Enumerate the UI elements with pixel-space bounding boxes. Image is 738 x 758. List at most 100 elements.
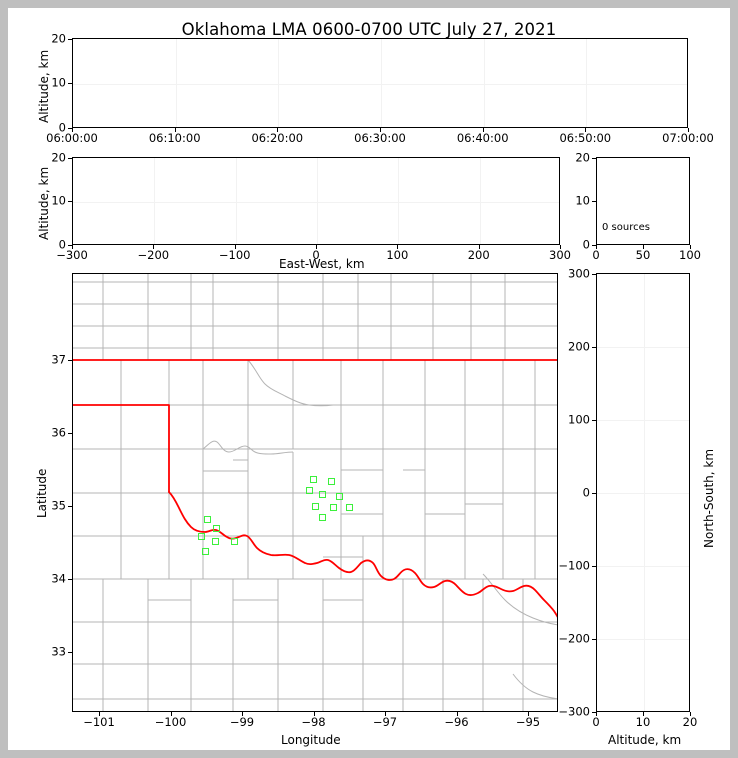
gridline xyxy=(586,39,588,127)
x-tick-label: 100 xyxy=(386,248,409,262)
y-tick-label: 0 xyxy=(58,237,66,252)
y-tick-label: 0 xyxy=(582,485,590,500)
gridline xyxy=(597,347,689,348)
y-tick-label: 0 xyxy=(58,120,66,135)
axis-tick xyxy=(397,245,399,249)
y-tick-label: −200 xyxy=(558,631,590,646)
y-tick-label: 37 xyxy=(51,352,66,367)
y-tick-label: 35 xyxy=(51,498,66,513)
lma-source-marker xyxy=(202,548,209,555)
axis-tick xyxy=(68,82,72,84)
x-tick-label: −96 xyxy=(444,715,469,729)
gridline xyxy=(597,493,689,494)
axis-tick xyxy=(592,200,596,202)
x-tick-label: −98 xyxy=(301,715,326,729)
x-axis-label: East-West, km xyxy=(279,257,365,271)
axis-tick xyxy=(277,128,279,132)
gridline xyxy=(479,158,481,244)
gridline xyxy=(317,158,318,244)
axis-tick xyxy=(385,712,386,716)
gridline xyxy=(483,39,485,127)
y-axis-label: Altitude, km xyxy=(37,49,51,123)
axis-tick xyxy=(170,712,172,716)
x-tick-label: 0 xyxy=(312,248,320,262)
y-tick-label: 33 xyxy=(51,644,66,659)
lma-source-marker xyxy=(319,491,326,498)
x-tick-label: 300 xyxy=(549,248,571,262)
axis-tick xyxy=(68,359,72,361)
axis-tick xyxy=(690,245,691,249)
panel-eastwest-altitude[interactable] xyxy=(72,157,560,245)
axis-tick xyxy=(72,245,73,249)
axis-tick xyxy=(174,128,176,132)
lma-source-marker xyxy=(328,478,335,485)
y-tick-label: 34 xyxy=(51,571,66,586)
lma-source-marker xyxy=(212,538,219,545)
axis-tick xyxy=(153,245,155,249)
lma-source-marker xyxy=(346,504,353,511)
right-y-axis-label: North-South, km xyxy=(702,448,716,548)
x-tick-label: −99 xyxy=(229,715,255,729)
axis-tick xyxy=(592,346,596,348)
lma-source-marker xyxy=(231,538,238,545)
axis-tick xyxy=(592,711,596,713)
axis-tick xyxy=(68,432,72,434)
x-axis-label: Altitude, km xyxy=(608,733,682,747)
x-tick-label: 0 xyxy=(592,715,600,729)
axis-tick xyxy=(68,200,72,202)
axis-tick xyxy=(592,244,596,246)
x-tick-label: 06:50:00 xyxy=(559,131,612,145)
x-tick-label: 10 xyxy=(635,715,651,729)
axis-tick xyxy=(72,128,73,132)
axis-tick xyxy=(585,128,587,132)
y-axis-label: Altitude, km xyxy=(37,166,51,240)
x-tick-label: 06:30:00 xyxy=(354,131,406,145)
x-tick-label: 100 xyxy=(679,248,701,262)
panel-time-altitude[interactable] xyxy=(72,38,688,128)
axis-tick xyxy=(478,245,480,249)
x-tick-label: −97 xyxy=(372,715,398,729)
panel-source-histogram[interactable]: 0 sources xyxy=(596,157,690,245)
panel-plan-view-map[interactable] xyxy=(72,273,558,712)
x-tick-label: −101 xyxy=(83,715,115,729)
axis-tick xyxy=(592,492,596,494)
y-tick-label: 20 xyxy=(575,150,590,165)
y-axis-label: Latitude xyxy=(35,468,49,518)
axis-tick xyxy=(592,565,596,567)
lma-source-marker xyxy=(306,487,313,494)
axis-tick xyxy=(690,712,691,716)
y-tick-label: 10 xyxy=(575,193,590,208)
gridline xyxy=(73,202,559,203)
axis-tick xyxy=(592,419,596,421)
y-tick-label: 20 xyxy=(51,31,66,46)
gridline xyxy=(73,84,687,85)
x-tick-label: −200 xyxy=(137,248,170,262)
axis-tick xyxy=(456,712,458,716)
x-tick-label: −95 xyxy=(515,715,541,729)
gridline xyxy=(597,639,689,640)
axis-tick xyxy=(528,712,529,716)
y-tick-label: 200 xyxy=(568,339,590,354)
axis-tick xyxy=(68,38,72,40)
x-tick-label: 06:00:00 xyxy=(46,131,98,145)
axis-tick xyxy=(313,712,315,716)
x-tick-label: −100 xyxy=(218,248,251,262)
axis-tick xyxy=(596,712,597,716)
panel-northsouth-altitude[interactable] xyxy=(596,273,690,712)
axis-tick xyxy=(68,244,72,246)
y-tick-label: 0 xyxy=(582,237,590,252)
axis-tick xyxy=(316,245,317,249)
axis-tick xyxy=(99,712,100,716)
y-tick-label: 100 xyxy=(568,412,590,427)
y-tick-label: −100 xyxy=(558,558,590,573)
axis-tick xyxy=(68,651,72,653)
axis-tick xyxy=(688,128,689,132)
gridline xyxy=(235,158,237,244)
x-tick-label: 07:00:00 xyxy=(662,131,714,145)
x-tick-label: 50 xyxy=(635,248,651,262)
axis-tick xyxy=(68,157,72,159)
page-title: Oklahoma LMA 0600-0700 UTC July 27, 2021 xyxy=(181,20,557,39)
source-count-annotation: 0 sources xyxy=(602,222,650,233)
axis-tick xyxy=(592,638,596,640)
x-tick-label: 0 xyxy=(592,248,600,262)
